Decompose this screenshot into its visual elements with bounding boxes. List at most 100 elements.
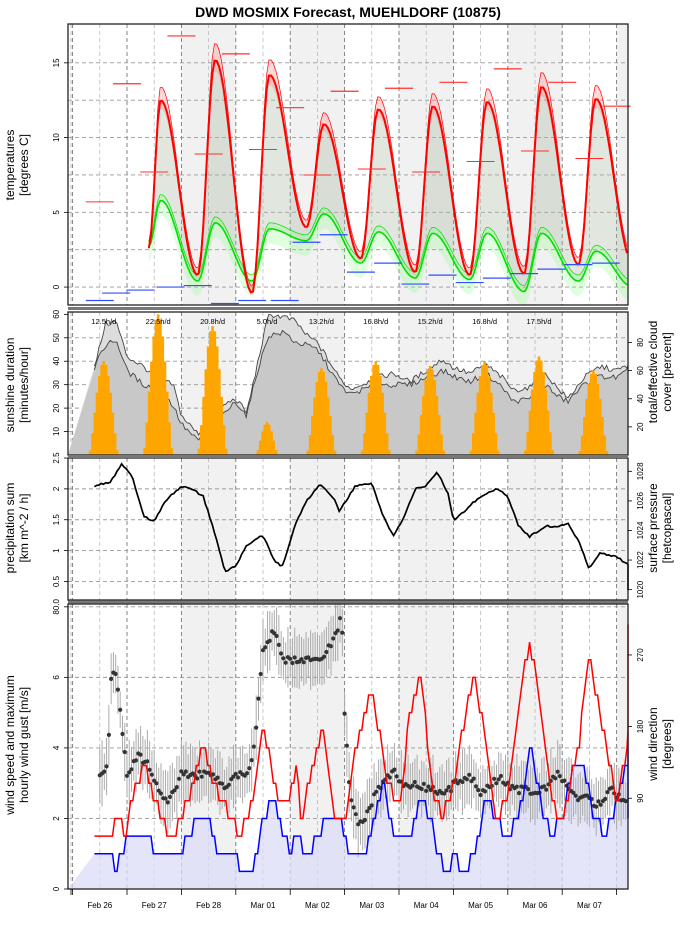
sunshine-bar [419, 414, 423, 455]
direction-point [446, 784, 451, 790]
direction-point [517, 791, 522, 796]
sunshine-bar [598, 398, 602, 455]
sunshine-bar [603, 435, 607, 455]
direction-point [165, 800, 170, 805]
direction-point [603, 796, 608, 802]
direction-point [494, 781, 499, 786]
direction-point [442, 791, 447, 796]
daily-sunshine-label: 13.2h/d [309, 317, 334, 326]
sunshine-bar [331, 435, 335, 455]
sunshine-bar [546, 410, 550, 455]
sunshine-bar [476, 392, 480, 455]
direction-point [514, 784, 520, 789]
direction-point [154, 781, 159, 786]
sunshine-panel: 12.5h/d 22.5h/d 20.8h/d 5.0h/d 13.2h/d 16.8h/… [68, 313, 629, 455]
sunshine-bar [383, 412, 387, 455]
day-shade-temperature [616, 24, 628, 305]
sunshine-bar [211, 326, 214, 455]
gust-line [94, 624, 629, 837]
direction-point [623, 799, 628, 804]
daily-sunshine-label: 16.8h/d [472, 317, 497, 326]
direction-point [102, 769, 107, 774]
sunshine-bar [150, 361, 153, 455]
sunshine-bar [224, 448, 228, 455]
sunshine-bar [360, 450, 364, 455]
direction-point [283, 660, 288, 665]
direction-point [324, 649, 329, 655]
sunshine-bar [483, 361, 486, 455]
chart-title: DWD MOSMIX Forecast, MUEHLDORF (10875) [195, 4, 501, 20]
y-tick-label: 10 [52, 133, 61, 142]
sunshine-bar [370, 376, 373, 455]
sunshine-bar [496, 450, 500, 455]
direction-point [220, 781, 225, 786]
sunshine-bar [215, 346, 219, 455]
direction-point [134, 758, 139, 763]
sunshine-bar [100, 365, 103, 455]
sunshine-bar [376, 365, 380, 455]
sunshine-bar [200, 425, 203, 455]
sunshine-bar [263, 424, 267, 455]
direction-point [435, 791, 440, 796]
direction-point [127, 770, 132, 775]
sunshine-bar [585, 398, 588, 455]
sunshine-bar [474, 412, 477, 455]
direction-point [498, 773, 504, 779]
direction-point [109, 676, 114, 682]
y-tick-label: 40 [52, 356, 61, 365]
y-tick-label: 30 [52, 380, 61, 389]
direction-point [174, 785, 179, 790]
sunshine-bar [206, 346, 210, 455]
sunshine-bar [311, 415, 314, 455]
x-tick-label: Mar 01 [251, 901, 276, 910]
sunshine-bar [526, 432, 529, 455]
direction-point [369, 803, 374, 808]
direction-point [104, 764, 109, 769]
direction-point [353, 812, 358, 817]
y-tick-label: 2 [52, 816, 61, 821]
direction-point [467, 772, 472, 777]
direction-point [301, 660, 306, 665]
daily-sunshine-label: 17.5h/d [526, 317, 551, 326]
y-tick-label-right: 180 [636, 719, 645, 733]
y-tick-label: 2.5 [52, 452, 61, 464]
sunshine-bar [549, 432, 552, 455]
y-axis-label-right: cover [percent] [660, 332, 674, 411]
y-tick-label-right: 1026 [636, 491, 645, 509]
y-tick-label: 1 [52, 548, 61, 553]
sunshine-bar [102, 361, 106, 455]
sunshine-bar [161, 336, 165, 455]
sunshine-bar [524, 450, 527, 455]
sunshine-bar [490, 392, 493, 455]
direction-point [338, 616, 343, 621]
direction-point [199, 774, 204, 779]
sunshine-bar [109, 392, 112, 455]
direction-point [571, 790, 576, 795]
direction-point [374, 789, 379, 794]
direction-point [444, 788, 449, 793]
direction-point [496, 777, 501, 782]
direction-point [172, 788, 177, 793]
direction-point [292, 655, 297, 660]
direction-point [120, 731, 125, 737]
direction-point [365, 809, 370, 814]
direction-point [412, 779, 417, 785]
sunshine-bar [306, 450, 310, 455]
sunshine-bar [431, 369, 434, 455]
direction-point [181, 772, 186, 777]
sunshine-bar [274, 450, 278, 455]
sunshine-bar [113, 433, 117, 455]
sunshine-bar [145, 422, 149, 455]
x-tick-label: Mar 07 [577, 901, 602, 910]
direction-point [177, 776, 182, 781]
sunshine-bar [487, 376, 491, 455]
sunshine-bar [587, 383, 591, 455]
sunshine-bar [256, 450, 260, 455]
direction-point [476, 788, 481, 793]
sunshine-bar [156, 314, 160, 455]
y-tick-label-right: 20 [636, 422, 645, 431]
sunshine-bar [152, 336, 155, 455]
sunshine-bar [530, 389, 534, 455]
y-tick-label: 80.0 [52, 598, 61, 614]
